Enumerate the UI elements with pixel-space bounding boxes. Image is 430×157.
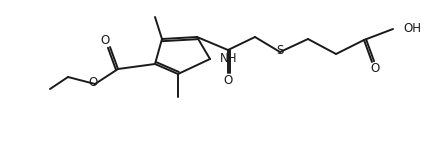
Text: O: O [370, 62, 380, 75]
Text: O: O [89, 76, 98, 89]
Text: OH: OH [403, 22, 421, 35]
Text: NH: NH [220, 51, 237, 65]
Text: S: S [276, 44, 284, 57]
Text: O: O [100, 33, 110, 46]
Text: O: O [223, 73, 233, 87]
